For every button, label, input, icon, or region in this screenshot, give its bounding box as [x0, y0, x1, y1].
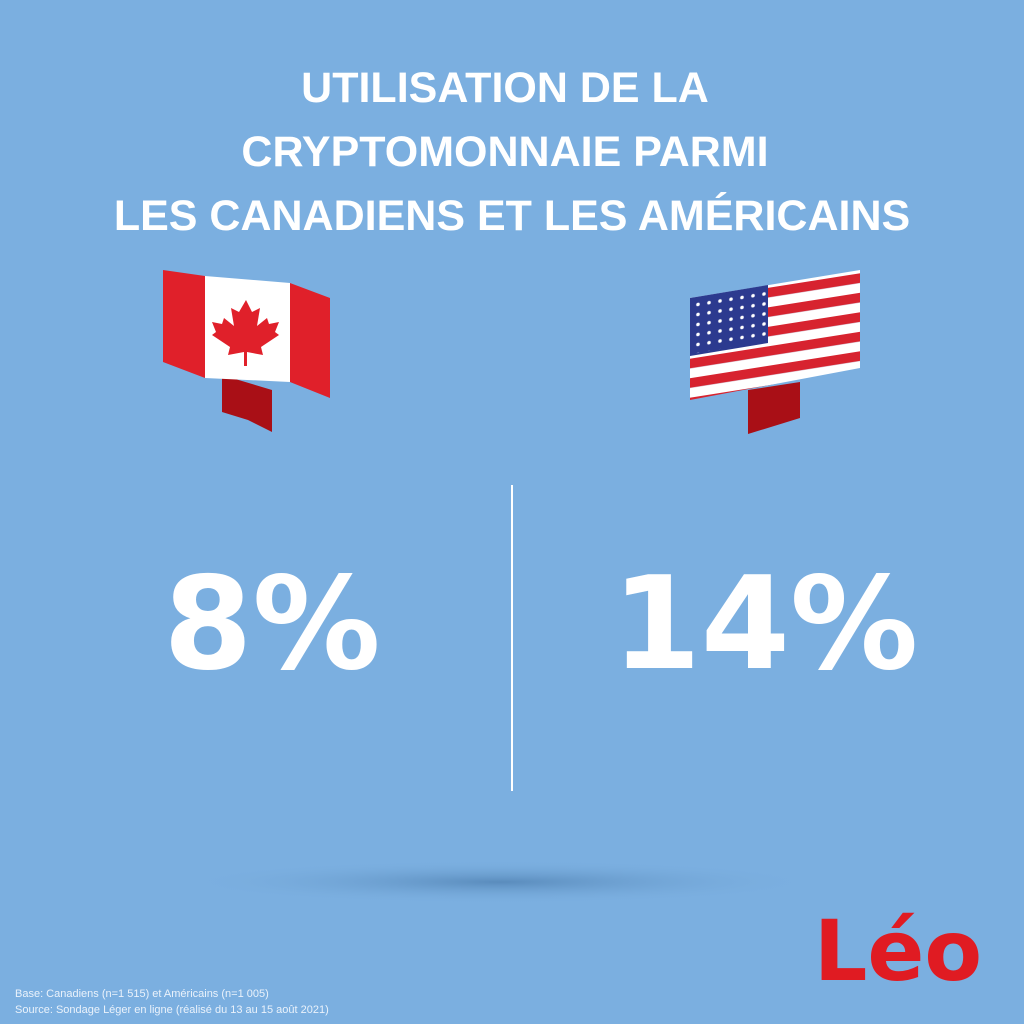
- footer-line: Base: Canadiens (n=1 515) et Américains …: [15, 988, 269, 1000]
- usa-flag: [690, 270, 860, 434]
- footer-line: Source: Sondage Léger en ligne (réalisé …: [15, 1004, 329, 1016]
- title: UTILISATION DE LA CRYPTOMONNAIE PARMI LE…: [114, 64, 910, 240]
- canada-flag: [163, 270, 330, 432]
- shadow: [180, 860, 820, 904]
- title-line: UTILISATION DE LA: [301, 64, 709, 112]
- title-line: LES CANADIENS ET LES AMÉRICAINS: [114, 192, 910, 240]
- title-line: CRYPTOMONNAIE PARMI: [241, 128, 768, 176]
- logo: Léo: [814, 902, 982, 1000]
- stat-canada: 8%: [163, 550, 380, 699]
- stat-usa: 14%: [612, 550, 918, 699]
